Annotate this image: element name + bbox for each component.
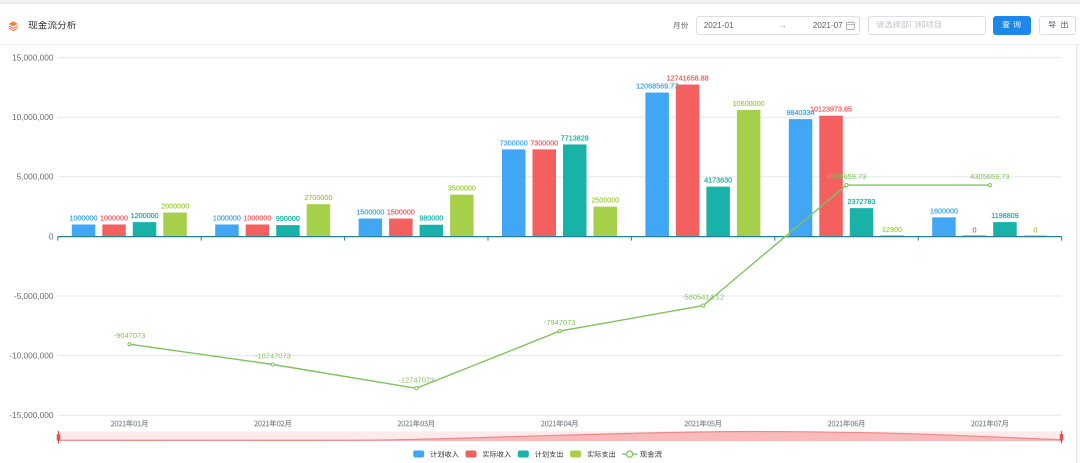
svg-text:1000000: 1000000 <box>213 214 241 223</box>
svg-text:-15,000,000: -15,000,000 <box>9 410 54 420</box>
svg-text:980000: 980000 <box>419 214 443 223</box>
svg-text:3500000: 3500000 <box>448 184 476 193</box>
svg-text:0: 0 <box>49 231 54 241</box>
svg-text:1500000: 1500000 <box>387 208 415 217</box>
svg-text:4173630: 4173630 <box>704 176 732 185</box>
svg-text:-10,000,000: -10,000,000 <box>9 351 54 361</box>
svg-text:12900: 12900 <box>882 225 902 234</box>
svg-text:2700000: 2700000 <box>304 193 332 202</box>
svg-text:-5,000,000: -5,000,000 <box>14 291 54 301</box>
svg-text:950000: 950000 <box>276 214 300 223</box>
svg-text:1000000: 1000000 <box>70 214 98 223</box>
svg-text:0: 0 <box>1034 225 1038 234</box>
svg-text:2500000: 2500000 <box>591 196 619 205</box>
svg-text:1500000: 1500000 <box>356 208 384 217</box>
svg-text:-5805414.12: -5805414.12 <box>682 293 724 302</box>
svg-text:1000000: 1000000 <box>100 214 128 223</box>
svg-text:5,000,000: 5,000,000 <box>17 172 54 182</box>
svg-text:1198809: 1198809 <box>991 211 1018 220</box>
svg-text:2000000: 2000000 <box>161 202 189 211</box>
svg-text:12741658.88: 12741658.88 <box>667 74 709 83</box>
svg-text:7300000: 7300000 <box>500 138 528 147</box>
svg-text:0: 0 <box>973 225 977 234</box>
svg-text:10600000: 10600000 <box>733 99 765 108</box>
svg-text:-7947073: -7947073 <box>544 318 576 327</box>
svg-text:1600000: 1600000 <box>930 206 958 215</box>
svg-text:1000000: 1000000 <box>243 214 271 223</box>
svg-text:12068569.77: 12068569.77 <box>636 82 678 91</box>
svg-text:15,000,000: 15,000,000 <box>12 53 54 63</box>
svg-text:4305659.73: 4305659.73 <box>827 172 867 181</box>
svg-text:-9047073: -9047073 <box>114 331 146 340</box>
svg-text:2372783: 2372783 <box>848 197 876 206</box>
svg-text:-12747073: -12747073 <box>398 375 434 384</box>
svg-text:1200000: 1200000 <box>131 211 159 220</box>
svg-text:10,000,000: 10,000,000 <box>12 112 54 122</box>
svg-text:7300000: 7300000 <box>530 138 558 147</box>
svg-text:9840334: 9840334 <box>787 108 815 117</box>
svg-text:10123973.85: 10123973.85 <box>810 105 852 114</box>
svg-text:4305659.73: 4305659.73 <box>970 172 1010 181</box>
svg-text:-10747073: -10747073 <box>255 352 291 361</box>
svg-text:7713828: 7713828 <box>561 134 589 143</box>
